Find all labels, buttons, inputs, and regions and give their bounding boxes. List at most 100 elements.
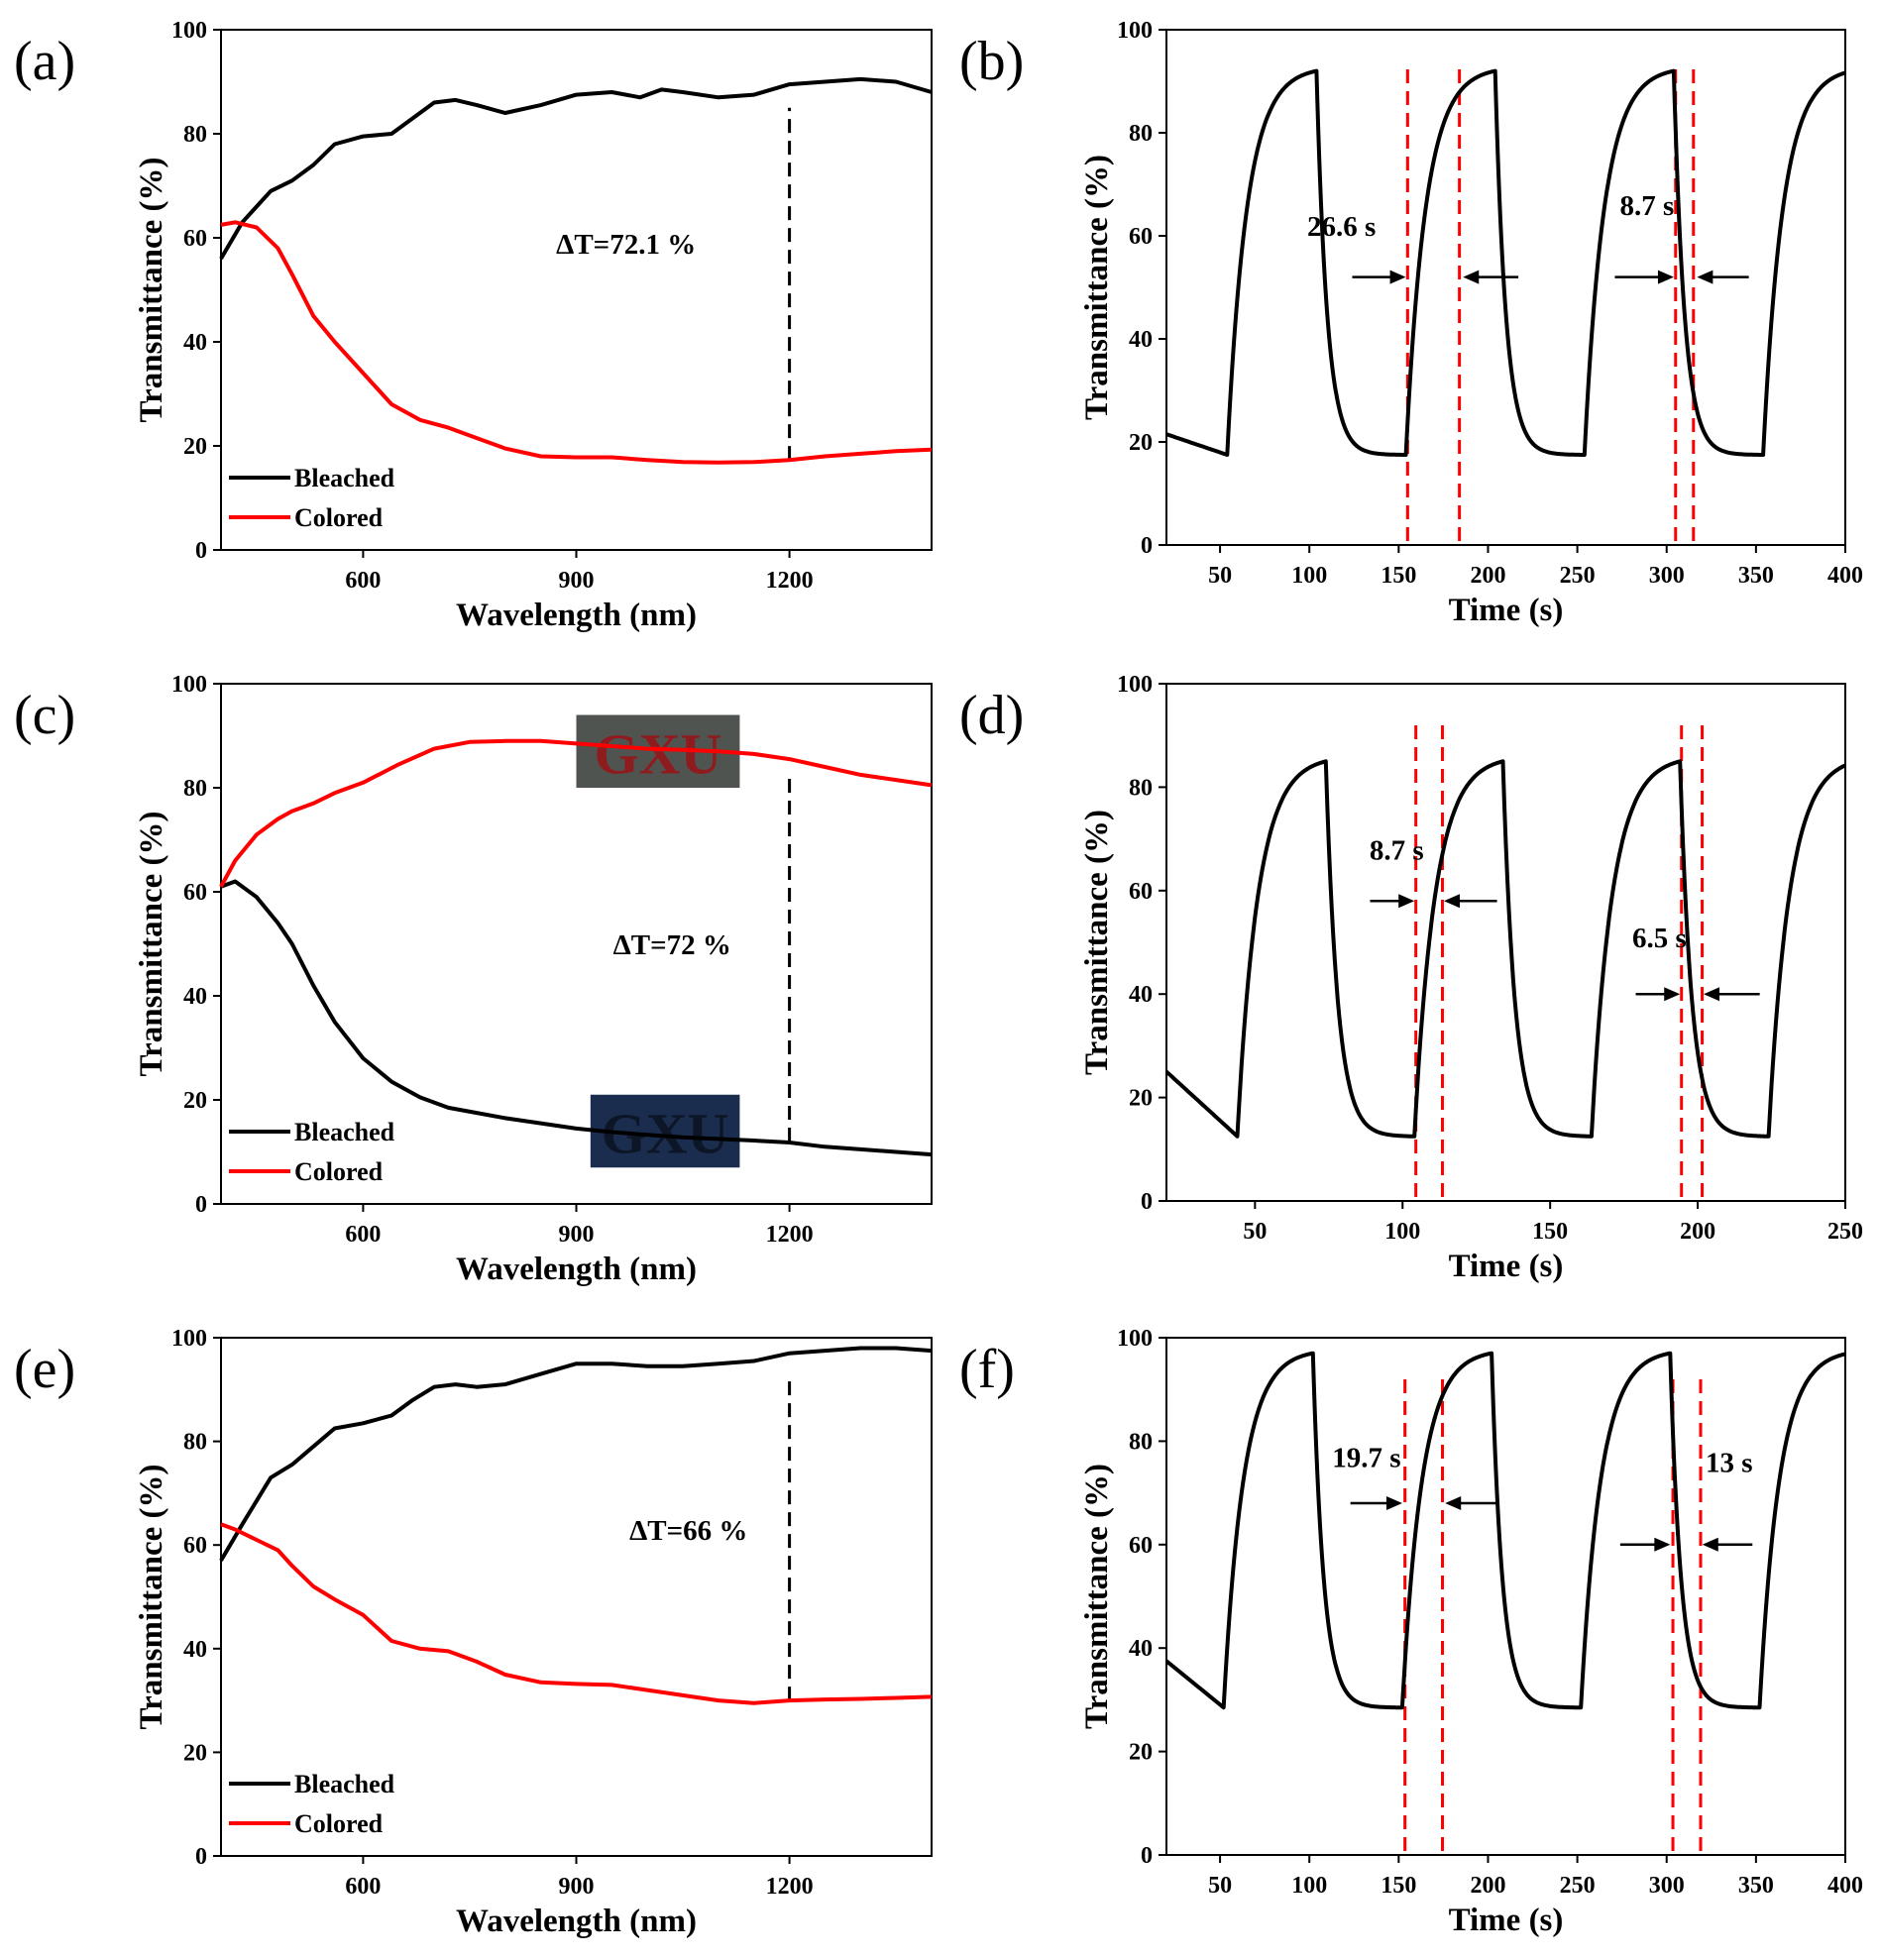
y-tick-label: 60 — [183, 1533, 207, 1559]
x-tick-label: 300 — [1649, 1873, 1685, 1899]
x-tick-label: 150 — [1381, 1873, 1416, 1899]
series-colored — [220, 220, 933, 465]
x-tick-label: 100 — [1291, 563, 1327, 589]
x-tick-label: 600 — [345, 1222, 381, 1248]
x-tick-label: 50 — [1243, 1219, 1267, 1245]
y-tick-label: 0 — [1141, 533, 1153, 559]
arrow — [1619, 1537, 1671, 1552]
annotation: 13 s — [1706, 1448, 1753, 1479]
arrow — [1352, 270, 1406, 284]
x-tick-label: 600 — [345, 568, 381, 594]
arrow — [1370, 894, 1415, 909]
annotation: ΔT=72.1 % — [556, 229, 696, 261]
x-tick-label: 400 — [1827, 1873, 1863, 1899]
x-tick-label: 300 — [1649, 563, 1685, 589]
bleached-photo: GXU — [576, 714, 740, 788]
legend: Bleached Colored — [229, 1118, 395, 1186]
arrow — [1350, 1496, 1402, 1511]
y-tick-label: 40 — [1129, 1636, 1153, 1662]
x-tick-label: 600 — [345, 1874, 381, 1900]
plot-frame — [1165, 1337, 1846, 1856]
plot-frame — [1165, 683, 1846, 1202]
y-tick-label: 80 — [183, 122, 207, 148]
x-tick-label: 350 — [1738, 1873, 1774, 1899]
switching-curve — [1164, 1351, 1847, 1710]
photo-label: GXU — [595, 721, 722, 786]
panel-letter: (c) — [14, 685, 75, 746]
y-tick-label: 80 — [1129, 121, 1153, 147]
y-tick-label: 40 — [183, 984, 207, 1010]
x-axis-label: Wavelength (nm) — [456, 1252, 697, 1287]
y-tick-label: 100 — [171, 18, 207, 44]
y-tick-label: 20 — [1129, 430, 1153, 456]
y-axis-label: Transmittance (%) — [1079, 810, 1115, 1075]
y-axis-label: Transmittance (%) — [1079, 155, 1115, 420]
x-axis-label: Wavelength (nm) — [456, 1904, 697, 1939]
arrow — [1463, 270, 1519, 284]
arrow — [1445, 1496, 1497, 1511]
x-tick-label: 150 — [1532, 1219, 1568, 1245]
annotation: ΔT=66 % — [629, 1515, 747, 1547]
y-tick-label: 80 — [1129, 1429, 1153, 1455]
x-tick-label: 100 — [1384, 1219, 1420, 1245]
y-tick-label: 0 — [1141, 1189, 1153, 1215]
y-tick-label: 20 — [1129, 1086, 1153, 1112]
y-tick-label: 0 — [195, 1192, 207, 1218]
y-tick-label: 40 — [1129, 327, 1153, 353]
panel-f: (f) 50 100 150 200 250 300 350 400 0 20 40 60 80 100 Ti… — [959, 1326, 1863, 1938]
x-axis-label: Time (s) — [1449, 1249, 1564, 1284]
panel-letter: (d) — [959, 685, 1024, 746]
panel-c: (c) 600 900 1200 0 20 40 60 80 100 Wavelength (nm)… — [14, 672, 933, 1287]
arrow — [1443, 894, 1497, 909]
y-tick-label: 100 — [171, 672, 207, 698]
legend-entry: Bleached — [294, 464, 395, 492]
series-colored — [220, 1522, 933, 1705]
y-tick-label: 20 — [183, 1088, 207, 1114]
x-tick-label: 100 — [1291, 1873, 1327, 1899]
x-axis-label: Time (s) — [1449, 593, 1564, 628]
arrow — [1702, 1537, 1753, 1552]
y-tick-label: 0 — [195, 538, 207, 564]
annotation: 8.7 s — [1620, 190, 1675, 222]
y-tick-label: 60 — [1129, 224, 1153, 250]
x-tick-label: 250 — [1827, 1219, 1863, 1245]
panel-letter: (a) — [14, 31, 75, 92]
arrow — [1614, 270, 1674, 284]
x-tick-label: 900 — [559, 1874, 595, 1900]
legend-entry: Bleached — [294, 1770, 395, 1798]
switching-curve — [1164, 68, 1847, 457]
x-tick-label: 400 — [1827, 563, 1863, 589]
legend-entry: Bleached — [294, 1118, 395, 1146]
annotation: 26.6 s — [1307, 211, 1376, 243]
y-tick-label: 100 — [1117, 672, 1153, 698]
legend-entry: Colored — [294, 503, 384, 532]
x-tick-label: 250 — [1560, 1873, 1596, 1899]
series-bleached — [219, 1346, 933, 1562]
annotation: 19.7 s — [1332, 1443, 1400, 1474]
x-tick-label: 50 — [1208, 1873, 1232, 1899]
series-colored — [219, 738, 933, 888]
x-tick-label: 1200 — [766, 568, 814, 594]
y-tick-label: 80 — [1129, 775, 1153, 801]
legend: Bleached Colored — [229, 464, 395, 532]
annotation: ΔT=72 % — [613, 929, 731, 961]
y-tick-label: 100 — [1117, 18, 1153, 44]
legend-entry: Colored — [294, 1157, 384, 1186]
panel-b: (b) 50 100 150 200 250 300 350 400 0 20 40 60 80 100 Ti… — [959, 18, 1863, 628]
x-tick-label: 200 — [1680, 1219, 1715, 1245]
x-axis-label: Time (s) — [1449, 1903, 1564, 1938]
y-tick-label: 40 — [1129, 982, 1153, 1008]
panel-d: (d) 50 100 150 200 250 0 20 40 60 80 100 Time (s) Tra… — [959, 672, 1863, 1284]
arrow — [1704, 987, 1760, 1002]
panel-letter: (e) — [14, 1339, 75, 1400]
series-bleached — [219, 76, 933, 261]
y-tick-label: 0 — [195, 1844, 207, 1870]
x-tick-label: 350 — [1738, 563, 1774, 589]
x-tick-label: 50 — [1208, 563, 1232, 589]
annotation: 6.5 s — [1632, 923, 1687, 954]
legend-entry: Colored — [294, 1809, 384, 1838]
y-axis-label: Transmittance (%) — [134, 158, 169, 423]
y-tick-label: 60 — [1129, 1533, 1153, 1559]
y-tick-label: 40 — [183, 330, 207, 356]
